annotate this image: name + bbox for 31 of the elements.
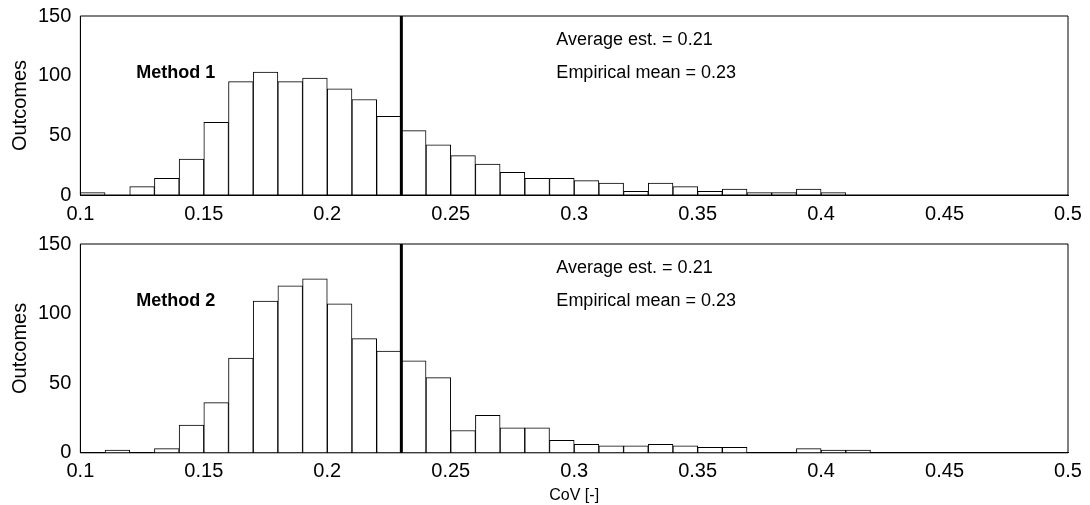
- x-tick-label: 0.15: [184, 459, 224, 482]
- annotation: Method 1: [136, 61, 216, 82]
- y-axis-title: Outcomes: [7, 302, 30, 394]
- x-tick-label: 0.3: [560, 201, 589, 224]
- x-tick-label: 0.5: [1054, 201, 1082, 224]
- annotation: Average est. = 0.21: [556, 256, 713, 277]
- x-tick-label: 0.4: [807, 459, 835, 482]
- x-tick-label: 0.35: [678, 459, 718, 482]
- annotation: Empirical mean = 0.23: [556, 61, 736, 82]
- x-tick-label: 0.45: [925, 459, 965, 482]
- x-tick-label: 0.2: [313, 201, 342, 224]
- x-tick-label: 0.25: [431, 201, 471, 224]
- y-tick-label: 150: [37, 3, 72, 26]
- y-tick-label: 100: [37, 63, 72, 86]
- annotation: Method 2: [136, 289, 216, 310]
- x-tick-label: 0.25: [431, 459, 471, 482]
- x-tick-label: 0.3: [560, 459, 589, 482]
- x-axis-title: CoV [-]: [549, 485, 600, 503]
- y-tick-label: 150: [37, 231, 72, 254]
- x-tick-label: 0.15: [184, 201, 224, 224]
- annotation: Empirical mean = 0.23: [556, 289, 736, 310]
- y-tick-label: 50: [49, 122, 72, 145]
- x-tick-label: 0.35: [678, 201, 718, 224]
- y-axis-title: Outcomes: [7, 59, 30, 152]
- x-tick-label: 0.45: [925, 201, 965, 224]
- x-tick-label: 0.5: [1054, 459, 1082, 482]
- x-tick-label: 0.2: [313, 459, 342, 482]
- y-tick-label: 50: [49, 370, 72, 393]
- annotation: Average est. = 0.21: [556, 28, 713, 49]
- y-tick-label: 100: [37, 301, 72, 324]
- x-tick-label: 0.4: [807, 201, 835, 224]
